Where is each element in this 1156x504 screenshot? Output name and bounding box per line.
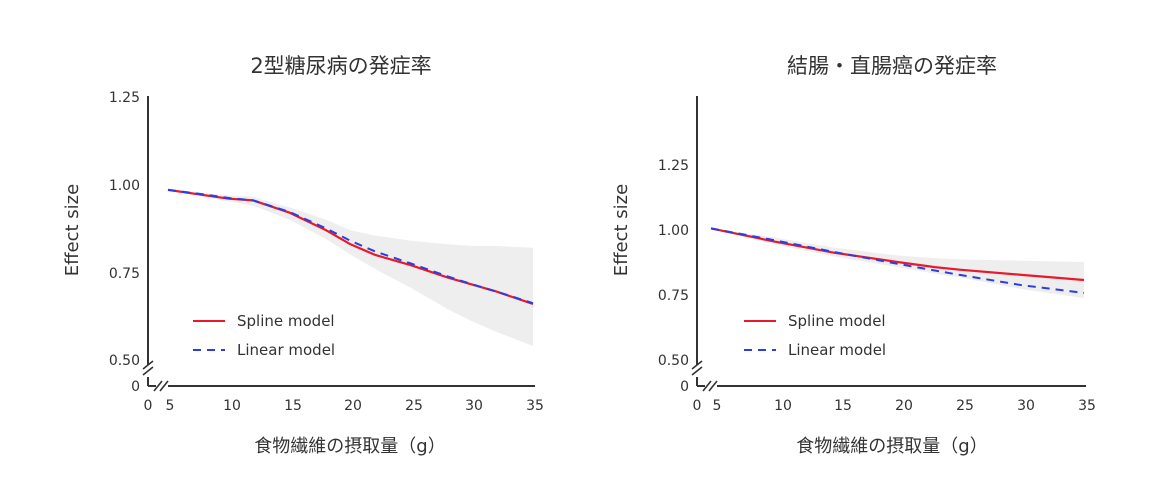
y-tick-label: 0.75 — [109, 266, 140, 282]
y-tick-label: 1.00 — [109, 178, 140, 194]
legend-label: Linear model — [788, 341, 886, 359]
x-tick-label: 20 — [895, 398, 913, 414]
x-tick-label: 15 — [834, 398, 852, 414]
chart-title: 結腸・直腸癌の発症率 — [787, 54, 997, 78]
x-tick-label: 10 — [774, 398, 792, 414]
x-tick-label: 5 — [713, 398, 722, 414]
x-axis-break-mark — [153, 380, 163, 392]
x-tick-label: 5 — [166, 398, 175, 414]
x-tick-label: 20 — [344, 398, 362, 414]
linear-model-line — [710, 227, 1085, 294]
legend-label: Linear model — [237, 341, 335, 359]
x-tick-label: 10 — [223, 398, 241, 414]
y-tick-label: 0 — [131, 379, 140, 395]
spline-model-line — [710, 227, 1085, 282]
y-axis-break-mark — [691, 366, 703, 376]
x-axis-break-mark — [708, 380, 718, 392]
x-tick-label: 30 — [1017, 398, 1035, 414]
x-axis-label: 食物繊維の摂取量（g） — [796, 436, 987, 457]
y-tick-label: 0.50 — [109, 353, 140, 369]
confidence-band — [168, 189, 533, 346]
y-tick-label: 0.75 — [658, 288, 689, 304]
x-tick-label: 0 — [144, 398, 153, 414]
chart-colorectal-cancer: 結腸・直腸癌の発症率 Effect size 食物繊維の摂取量（g） 0 0.50… — [611, 54, 1096, 457]
y-axis-break-mark — [142, 360, 154, 370]
y-tick-label: 0 — [680, 379, 689, 395]
chart-type2-diabetes: 2型糖尿病の発症率 Effect size 食物繊維の摂取量（g） 0 0.50 0… — [62, 54, 544, 457]
y-tick-label: 1.00 — [658, 223, 689, 239]
y-axis-label: Effect size — [62, 184, 83, 276]
chart-title: 2型糖尿病の発症率 — [250, 54, 431, 78]
y-axis-break-mark — [691, 360, 703, 370]
y-tick-label: 1.25 — [658, 158, 689, 174]
legend-label: Spline model — [788, 312, 886, 330]
y-tick-label: 0.50 — [658, 353, 689, 369]
x-tick-label: 15 — [284, 398, 302, 414]
x-axis-label: 食物繊維の摂取量（g） — [254, 436, 445, 457]
x-axis-break-mark — [159, 380, 169, 392]
x-tick-label: 25 — [405, 398, 423, 414]
y-tick-label: 1.25 — [109, 90, 140, 106]
x-tick-label: 25 — [956, 398, 974, 414]
x-tick-label: 35 — [1078, 398, 1096, 414]
y-axis-label: Effect size — [611, 184, 632, 276]
x-tick-label: 35 — [526, 398, 544, 414]
x-tick-label: 30 — [465, 398, 483, 414]
x-tick-label: 0 — [693, 398, 702, 414]
linear-model-line — [167, 188, 534, 305]
y-axis-break-mark — [142, 366, 154, 376]
x-axis-break-mark — [702, 380, 712, 392]
legend-label: Spline model — [237, 312, 335, 330]
